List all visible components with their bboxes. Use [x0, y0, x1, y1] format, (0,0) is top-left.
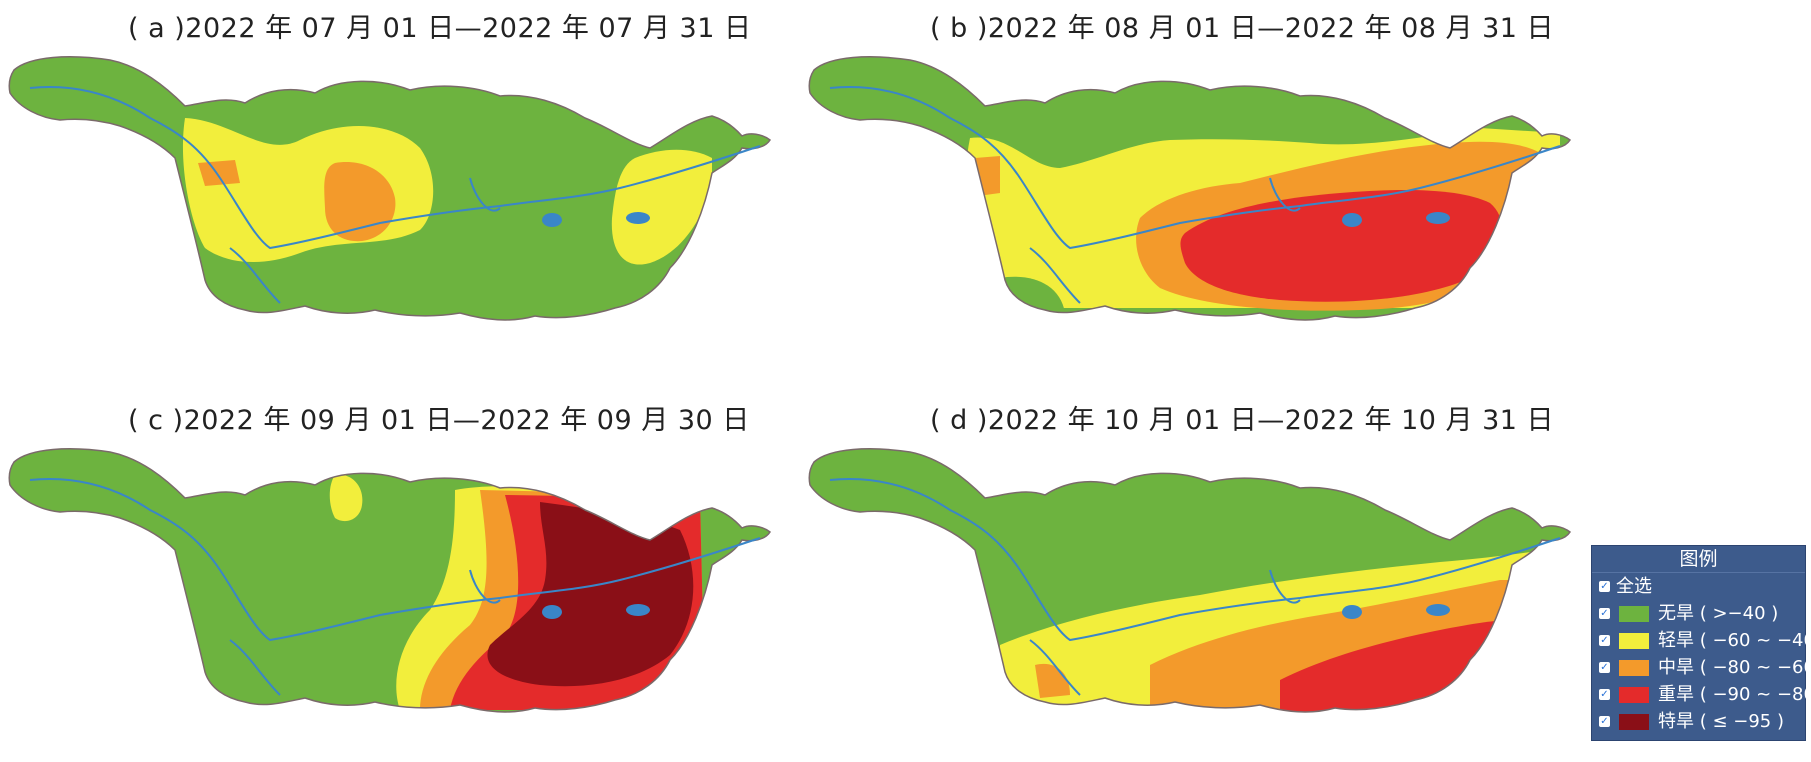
legend-item-light[interactable]: ✓ 轻旱 ( −60 ~ −40 )	[1592, 627, 1811, 654]
legend-swatch	[1619, 606, 1649, 622]
basin-outline	[8, 56, 772, 321]
select-all-label: 全选	[1616, 576, 1652, 597]
legend-item-label: 特旱 ( ≤ −95 )	[1658, 711, 1784, 732]
zone-moderate	[324, 162, 396, 242]
legend-swatch	[1619, 714, 1649, 730]
checkbox-icon[interactable]: ✓	[1599, 608, 1610, 619]
drought-map-october	[808, 448, 1572, 713]
legend-item-label: 重旱 ( −90 ~ −80 )	[1658, 684, 1811, 705]
drought-map-september	[8, 448, 772, 713]
zone-light-east	[611, 149, 712, 265]
legend-swatch	[1619, 660, 1649, 676]
checkbox-icon[interactable]: ✓	[1599, 662, 1610, 673]
legend-item-severe[interactable]: ✓ 重旱 ( −90 ~ −80 )	[1592, 681, 1811, 708]
checkbox-icon[interactable]: ✓	[1599, 716, 1610, 727]
legend-title: 图例	[1592, 546, 1805, 573]
drought-map-july	[8, 56, 772, 321]
legend-swatch	[1619, 687, 1649, 703]
drought-map-august	[808, 56, 1572, 321]
panel-b-title: ( b )2022 年 08 月 01 日—2022 年 08 月 31 日	[930, 13, 1555, 44]
legend-item-label: 无旱 ( >−40 )	[1658, 603, 1779, 624]
zone-moderate-west	[198, 160, 240, 186]
panel-d-title: ( d )2022 年 10 月 01 日—2022 年 10 月 31 日	[930, 405, 1555, 436]
legend-swatch	[1619, 633, 1649, 649]
checkbox-icon[interactable]: ✓	[1599, 635, 1610, 646]
panel-a-title: ( a )2022 年 07 月 01 日—2022 年 07 月 31 日	[128, 13, 752, 44]
legend-item-none[interactable]: ✓ 无旱 ( >−40 )	[1592, 600, 1805, 627]
legend-panel: 图例 ✓ 全选 ✓ 无旱 ( >−40 ) ✓ 轻旱 ( −60 ~ −40 )…	[1591, 545, 1811, 741]
legend-select-all[interactable]: ✓ 全选	[1592, 573, 1805, 600]
legend-item-label: 中旱 ( −80 ~ −60 )	[1658, 657, 1811, 678]
legend-item-moderate[interactable]: ✓ 中旱 ( −80 ~ −60 )	[1592, 654, 1811, 681]
lakes	[542, 212, 650, 227]
legend-item-label: 轻旱 ( −60 ~ −40 )	[1658, 630, 1811, 651]
river-network	[29, 86, 761, 304]
checkbox-icon[interactable]: ✓	[1599, 581, 1610, 592]
legend-item-extreme[interactable]: ✓ 特旱 ( ≤ −95 )	[1592, 708, 1805, 735]
checkbox-icon[interactable]: ✓	[1599, 689, 1610, 700]
panel-c-title: ( c )2022 年 09 月 01 日—2022 年 09 月 30 日	[128, 405, 750, 436]
